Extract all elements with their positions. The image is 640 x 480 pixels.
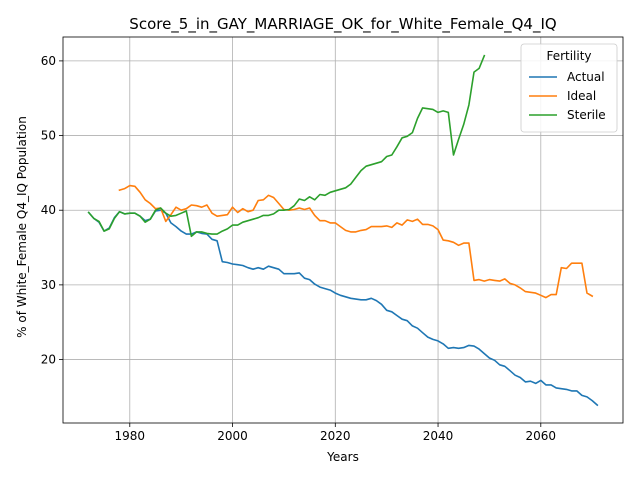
series-lines	[87, 54, 599, 407]
y-tick-label: 40	[41, 203, 56, 217]
x-tick-label: 1980	[115, 429, 146, 443]
x-tick-label: 2020	[320, 429, 351, 443]
legend-label-ideal: Ideal	[567, 89, 596, 103]
x-tick-label: 2060	[526, 429, 557, 443]
plot-area-frame	[62, 36, 624, 424]
y-tick-label: 50	[41, 129, 56, 143]
axis-ticks: 1980 2000 2020 2040 2060 20 30 40 50 60	[41, 54, 556, 443]
y-tick-label: 60	[41, 54, 56, 68]
series-line-sterile	[87, 54, 486, 238]
x-tick-label: 2040	[423, 429, 454, 443]
y-axis-label: % of White_Female Q4_IQ Population	[15, 116, 29, 338]
legend: Fertility Actual Ideal Sterile	[520, 43, 618, 133]
legend-title: Fertility	[546, 49, 591, 63]
x-tick-label: 2000	[217, 429, 248, 443]
series-line-actual	[87, 209, 599, 407]
y-tick-label: 30	[41, 278, 56, 292]
chart-title: Score_5_in_GAY_MARRIAGE_OK_for_White_Fem…	[129, 15, 556, 34]
legend-box	[520, 43, 618, 133]
y-tick-label: 20	[41, 353, 56, 367]
legend-label-actual: Actual	[567, 70, 605, 84]
x-axis-label: Years	[326, 450, 359, 464]
series-line-ideal	[118, 184, 594, 299]
legend-label-sterile: Sterile	[567, 108, 606, 122]
